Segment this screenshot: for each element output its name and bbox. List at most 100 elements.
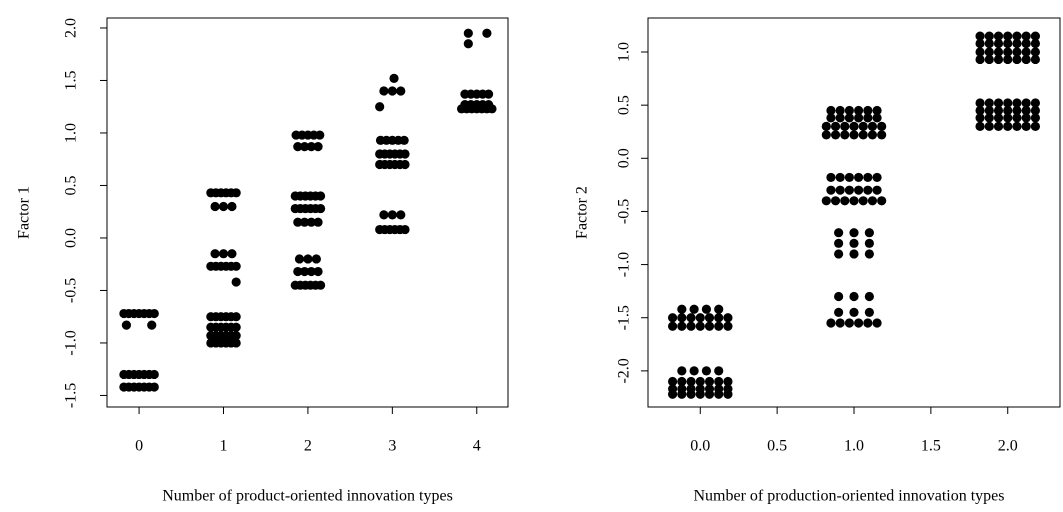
point [1012, 38, 1022, 49]
point [844, 318, 854, 328]
point [714, 304, 724, 314]
point [695, 321, 705, 331]
point [864, 238, 874, 248]
point [1003, 54, 1013, 65]
point [677, 366, 687, 376]
point [877, 130, 887, 140]
y-tick-label: -1.0 [616, 252, 633, 277]
point [400, 149, 410, 159]
point [315, 203, 326, 214]
point [231, 331, 241, 341]
x-tick-label: 0.0 [690, 438, 710, 455]
point [864, 228, 874, 238]
point [231, 338, 241, 348]
point [303, 254, 313, 264]
point [375, 102, 385, 112]
point [975, 121, 985, 132]
point [1003, 113, 1013, 123]
point [299, 266, 310, 277]
point [677, 313, 687, 323]
point [294, 254, 305, 264]
point [463, 39, 473, 49]
x-tick-label: 2.0 [998, 438, 1018, 455]
chart: 0.0 0.5 1.0 1.5 2.0 -2.0 -1.5 -1.0 -0.5 0.0 0.5 1.0… [574, 17, 1061, 505]
point [830, 121, 841, 132]
point [834, 238, 844, 248]
x-tick-label: 4 [473, 438, 481, 455]
point [1012, 54, 1022, 65]
point [1030, 38, 1041, 49]
point [315, 130, 325, 140]
point [849, 121, 859, 132]
x-tick-label: 0.5 [767, 438, 787, 455]
point [677, 389, 687, 399]
point [315, 280, 326, 290]
point [867, 121, 878, 132]
y-tick-label: -1.5 [616, 305, 633, 330]
point [686, 313, 696, 323]
point [149, 369, 159, 380]
point [835, 318, 845, 328]
point [854, 172, 864, 183]
point [389, 73, 399, 83]
point [723, 389, 733, 399]
point [864, 291, 874, 302]
point [149, 382, 159, 392]
point [1030, 105, 1041, 116]
point [677, 304, 687, 314]
x-tick-label: 1 [220, 438, 228, 455]
point [863, 105, 873, 116]
y-tick-label: 1.0 [63, 123, 80, 143]
point [984, 121, 994, 132]
point [858, 121, 868, 132]
point [379, 86, 389, 96]
point [1021, 54, 1031, 65]
point [1030, 98, 1041, 108]
y-tick-label: 0.5 [63, 175, 80, 195]
point [482, 28, 492, 38]
y-tick-label: 1.0 [616, 42, 633, 62]
point [867, 196, 878, 206]
point [849, 130, 859, 140]
point [993, 38, 1004, 49]
point [695, 376, 705, 387]
point [1012, 105, 1022, 116]
point [704, 313, 715, 323]
point [686, 376, 696, 387]
point [993, 113, 1004, 123]
point [1012, 98, 1022, 108]
y-tick-label: 1.5 [63, 70, 80, 90]
point [231, 261, 241, 271]
y-axis-title: Factor 1 [16, 186, 33, 239]
point [840, 196, 850, 206]
point [1021, 47, 1031, 57]
point [849, 196, 859, 206]
y-tick-label: -1.5 [63, 383, 80, 408]
point [834, 291, 844, 302]
point [667, 321, 678, 331]
point [1003, 38, 1013, 49]
point [849, 249, 859, 259]
point [872, 105, 882, 116]
point [1012, 121, 1022, 132]
point [231, 312, 241, 322]
point [400, 159, 410, 170]
point [830, 196, 841, 206]
point [834, 307, 844, 318]
point [975, 54, 985, 65]
point [844, 105, 854, 116]
point [1021, 98, 1031, 108]
point [695, 389, 705, 399]
point [835, 172, 845, 183]
point [1012, 47, 1022, 57]
point [984, 54, 994, 65]
point [849, 238, 859, 248]
point [1003, 47, 1013, 57]
point [463, 28, 473, 38]
point [387, 210, 397, 220]
point [1003, 31, 1013, 41]
x-tick-label: 2 [304, 438, 312, 455]
point [834, 249, 844, 259]
